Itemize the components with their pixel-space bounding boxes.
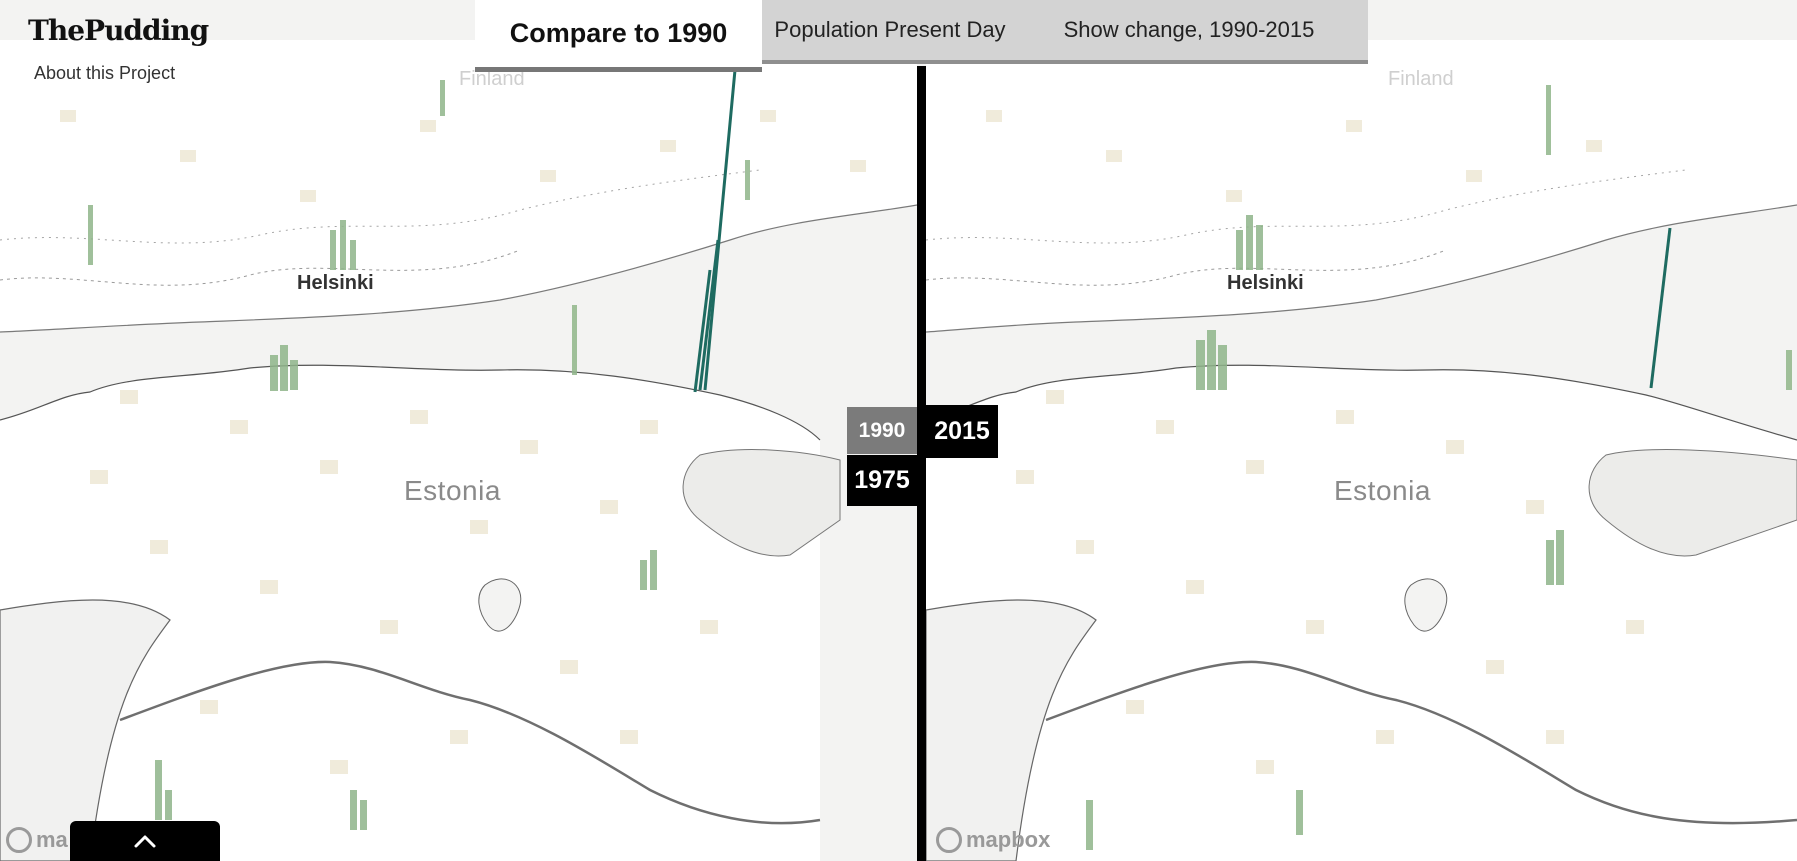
label-estonia-left: Estonia [404, 475, 501, 506]
mapbox-attribution-right[interactable]: mapbox [936, 827, 1050, 853]
tab-show-change[interactable]: Show change, 1990-2015 [1063, 17, 1315, 42]
label-finland-right: Finland [1388, 68, 1454, 90]
mapbox-text-right: mapbox [966, 827, 1051, 852]
label-finland-left: Finland [459, 68, 525, 90]
mapbox-text-left: ma [36, 827, 68, 852]
drawer-toggle-button[interactable] [70, 821, 220, 861]
mapbox-logo-icon [936, 827, 962, 853]
year-option-1975[interactable]: 1975 [847, 455, 917, 506]
year-badge-right-2015: 2015 [926, 405, 998, 458]
map-pane-2015[interactable] [926, 0, 1797, 861]
compare-divider-handle[interactable] [917, 66, 926, 861]
label-estonia-right: Estonia [1334, 475, 1431, 506]
map-pane-1990[interactable] [0, 0, 917, 861]
chevron-up-icon [134, 835, 156, 848]
label-helsinki-left: Helsinki [297, 272, 374, 294]
brand-logo[interactable]: ThePudding [28, 14, 209, 47]
mapbox-logo-icon [6, 827, 32, 853]
tab-compare-1990[interactable]: Compare to 1990 [475, 0, 762, 72]
year-badge-left-1990: 1990 [847, 407, 917, 454]
tab-population-present-day[interactable]: Population Present Day [774, 17, 1006, 42]
about-project-link[interactable]: About this Project [34, 63, 176, 83]
label-helsinki-right: Helsinki [1227, 272, 1304, 294]
mapbox-attribution-left[interactable]: ma [6, 827, 68, 853]
tab-group-inactive: Population Present Day Show change, 1990… [762, 0, 1368, 64]
